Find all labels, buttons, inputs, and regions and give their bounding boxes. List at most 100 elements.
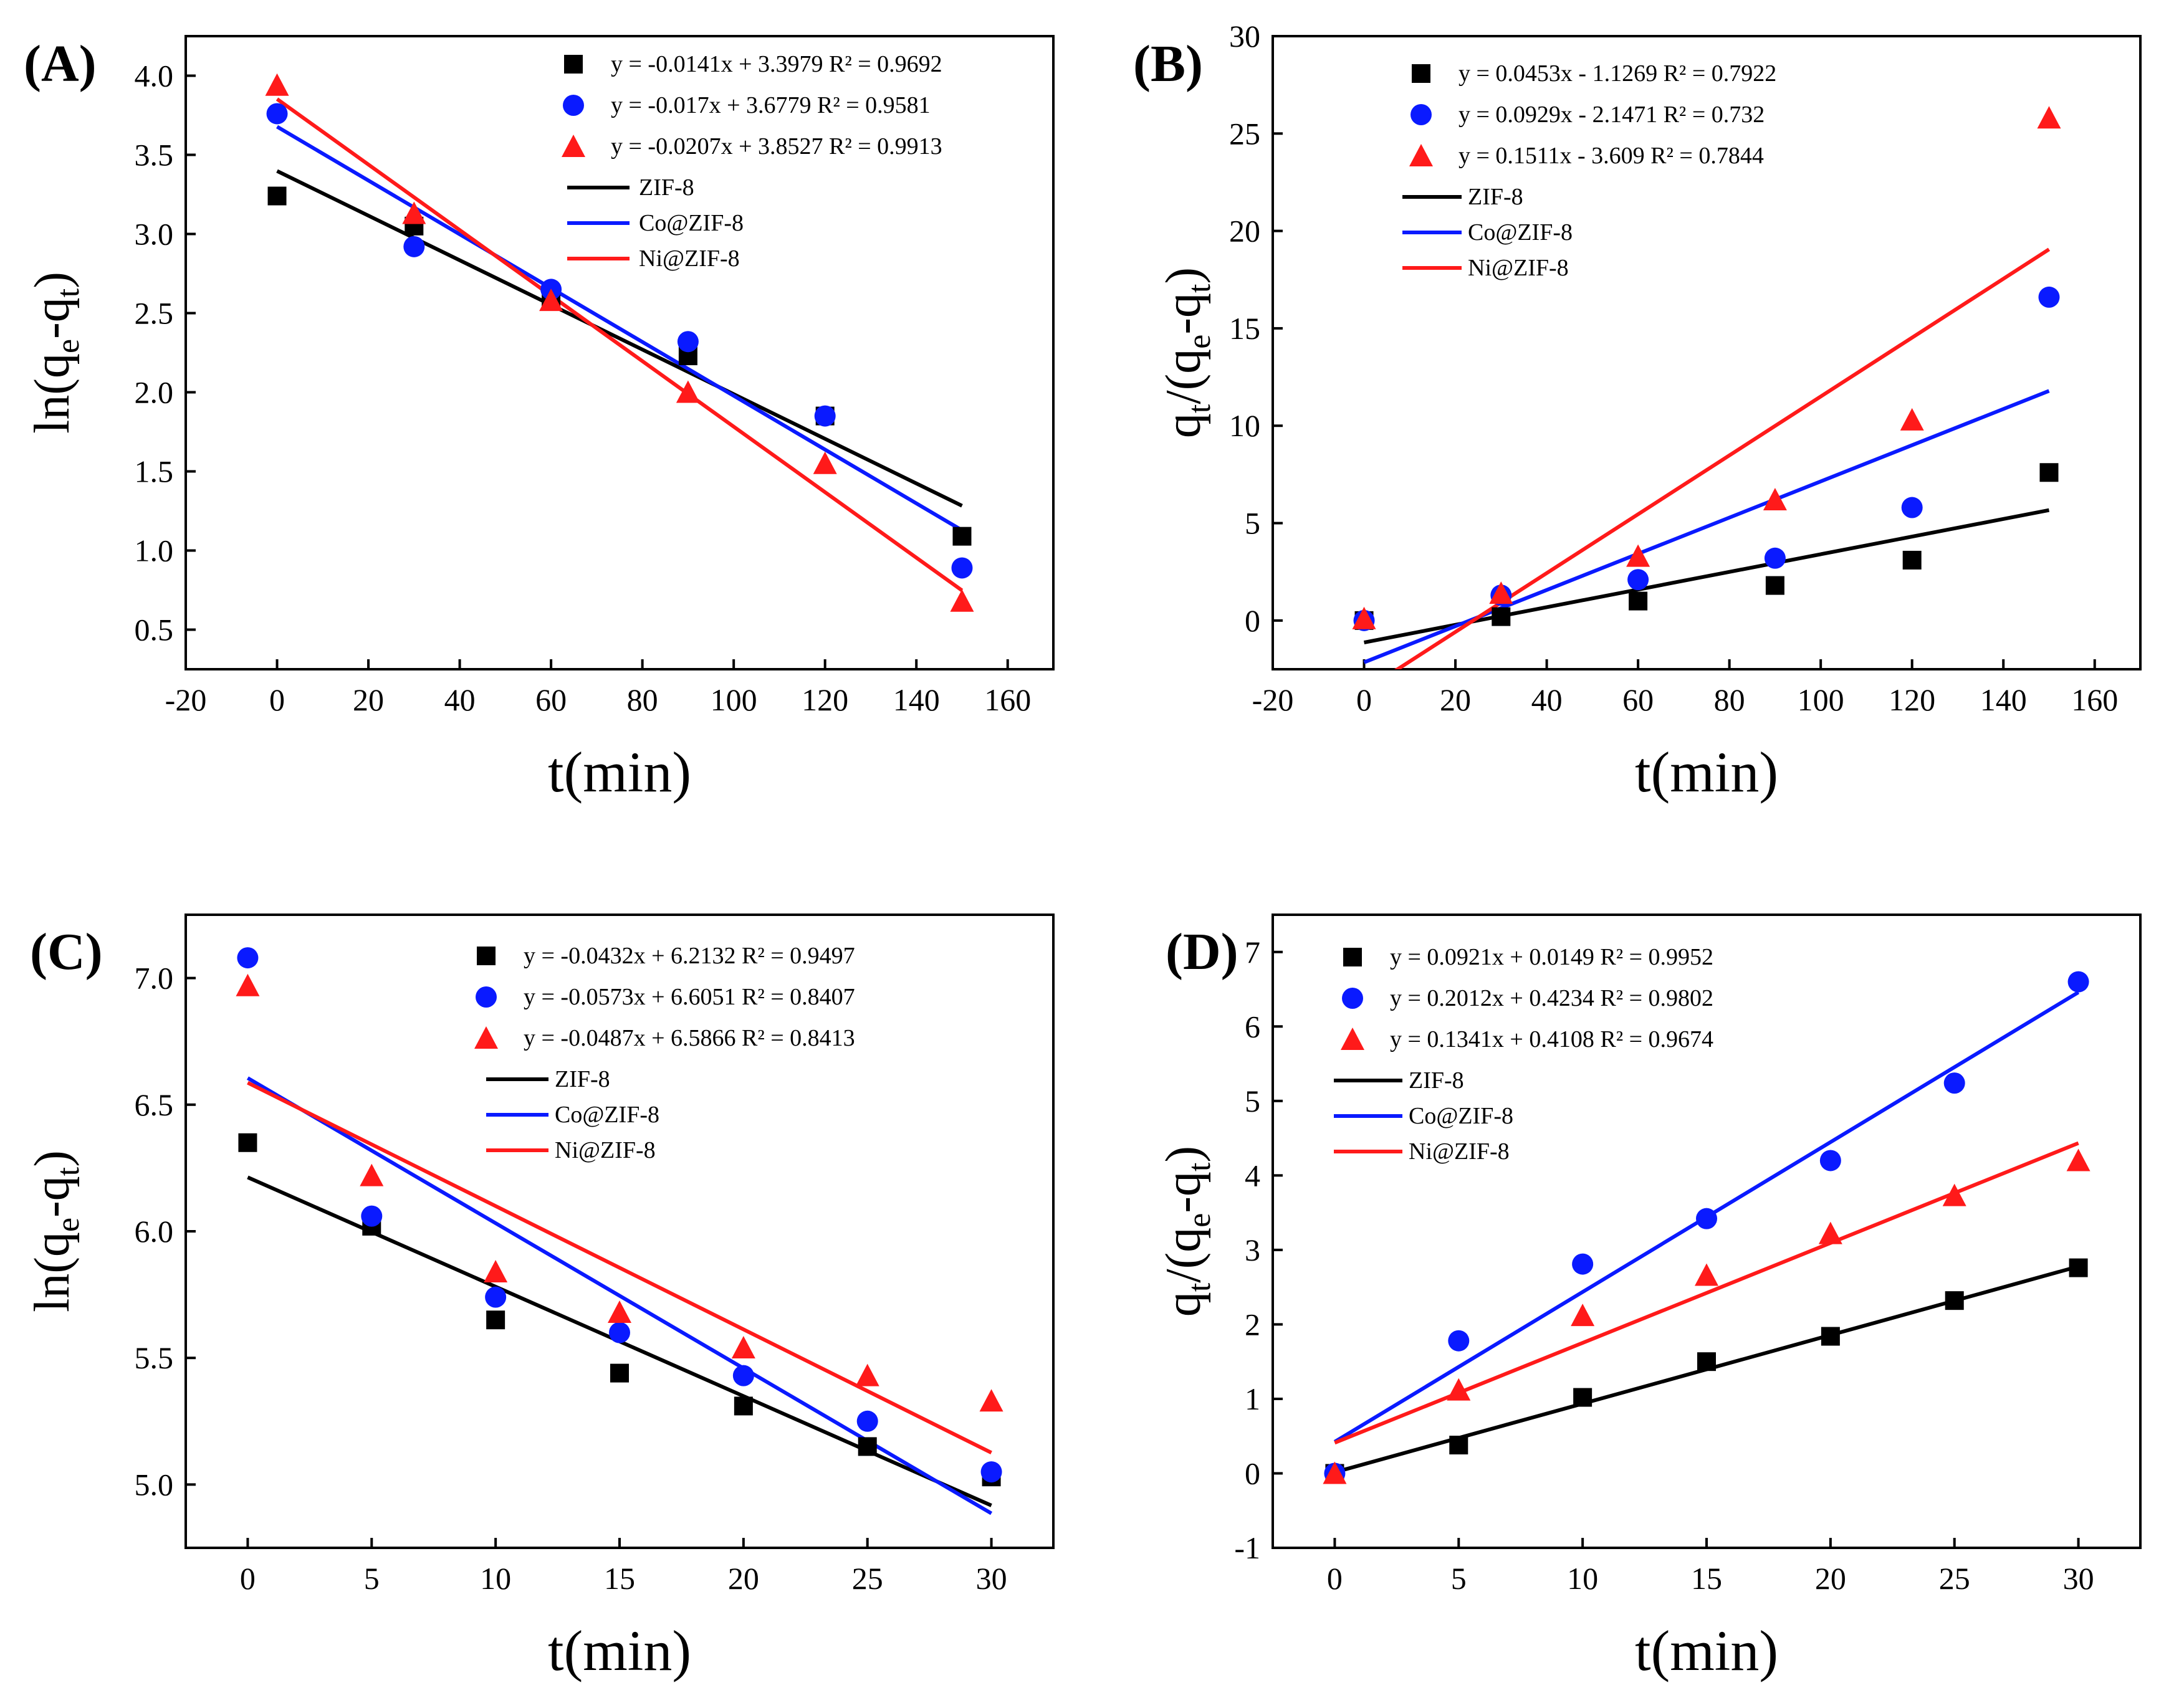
data-point-co-zif-8 xyxy=(1448,1330,1470,1352)
x-tick-label: 30 xyxy=(2063,1561,2094,1596)
x-tick-label: 160 xyxy=(2071,682,2118,717)
data-point-co-zif-8 xyxy=(485,1286,507,1308)
fit-line-ni-zif-8 xyxy=(1334,1141,2079,1445)
legend-line-label: Co@ZIF-8 xyxy=(639,210,744,236)
x-tick-label: 10 xyxy=(480,1561,511,1596)
y-tick-label: 2.5 xyxy=(135,296,174,331)
data-point-ni-zif-8 xyxy=(731,1335,755,1358)
legend-line-label: ZIF-8 xyxy=(555,1066,610,1092)
legend-marker xyxy=(563,95,584,116)
panel-label: (C) xyxy=(30,923,103,981)
data-point-co-zif-8 xyxy=(2038,286,2060,308)
y-tick-label: 3 xyxy=(1245,1233,1260,1267)
data-point-zif-8 xyxy=(1629,591,1648,611)
y-axis-title: ln(qe-qt) xyxy=(25,1150,86,1312)
x-tick-label: -20 xyxy=(165,682,207,717)
data-point-zif-8 xyxy=(1697,1352,1716,1371)
legend-marker xyxy=(1410,104,1432,125)
x-tick-label: 25 xyxy=(1939,1561,1970,1596)
y-tick-label: 0 xyxy=(1245,603,1260,638)
data-point-co-zif-8 xyxy=(677,331,699,353)
fit-lines xyxy=(1333,990,2080,1474)
legend-marker xyxy=(474,1026,498,1049)
x-tick-label: 0 xyxy=(269,682,285,717)
data-point-ni-zif-8 xyxy=(676,380,700,403)
data-point-ni-zif-8 xyxy=(1323,1461,1347,1484)
data-point-ni-zif-8 xyxy=(484,1260,508,1283)
panel-a: -20 0 20 40 60 80 100 120 140 160 0.5 1.0 1.5 2.0 2.5 3… xyxy=(24,35,1055,804)
legend-marker xyxy=(564,55,583,74)
data-point-ni-zif-8 xyxy=(265,73,289,96)
data-point-ni-zif-8 xyxy=(1763,488,1787,511)
legend-marker xyxy=(1412,64,1430,83)
x-tick-label: 80 xyxy=(627,682,658,717)
y-tick-label: 6 xyxy=(1245,1009,1260,1044)
data-point-zif-8 xyxy=(486,1310,505,1330)
data-point-zif-8 xyxy=(1765,576,1784,595)
x-axis-title: t(min) xyxy=(1635,1619,1778,1682)
legend-equation: y = -0.0573x + 6.6051 R² = 0.8407 xyxy=(524,984,855,1010)
data-point-co-zif-8 xyxy=(1696,1208,1717,1229)
legend-marker xyxy=(477,947,496,965)
legend-line-label: ZIF-8 xyxy=(1468,184,1523,210)
data-point-co-zif-8 xyxy=(1943,1072,1965,1094)
legend-equation: y = 0.1511x - 3.609 R² = 0.7844 xyxy=(1458,143,1764,169)
legend-equation: y = -0.0141x + 3.3979 R² = 0.9692 xyxy=(611,51,942,77)
y-tick-label: 0 xyxy=(1245,1456,1260,1491)
legend-line-label: Ni@ZIF-8 xyxy=(639,246,740,272)
x-axis-title: t(min) xyxy=(548,740,691,804)
legend-line-label: Co@ZIF-8 xyxy=(1468,219,1573,246)
data-point-co-zif-8 xyxy=(732,1365,754,1386)
x-tick-label: 100 xyxy=(711,682,757,717)
x-tick-label: 5 xyxy=(1451,1561,1467,1596)
legend-marker xyxy=(562,135,585,157)
x-axis-title: t(min) xyxy=(548,1619,691,1682)
y-tick-label: 3.5 xyxy=(135,138,174,173)
fit-line-zif-8 xyxy=(276,169,963,508)
y-tick-label: 1.0 xyxy=(135,533,174,568)
data-point-zif-8 xyxy=(238,1133,257,1152)
data-point-ni-zif-8 xyxy=(1626,544,1650,567)
data-point-zif-8 xyxy=(952,527,972,546)
legend-line-label: Co@ZIF-8 xyxy=(1409,1103,1513,1129)
x-tick-label: 20 xyxy=(728,1561,759,1596)
data-point-co-zif-8 xyxy=(609,1322,630,1343)
fit-line-co-zif-8 xyxy=(1363,389,2050,664)
data-point-ni-zif-8 xyxy=(1818,1221,1842,1244)
data-point-co-zif-8 xyxy=(2067,971,2089,993)
legend-equation: y = 0.0929x - 2.1471 R² = 0.732 xyxy=(1458,102,1765,128)
legend-equation: y = -0.017x + 3.6779 R² = 0.9581 xyxy=(611,92,931,118)
data-point-zif-8 xyxy=(1449,1436,1468,1455)
data-point-co-zif-8 xyxy=(1572,1253,1594,1275)
legend-equation: y = 0.1341x + 0.4108 R² = 0.9674 xyxy=(1390,1026,1713,1052)
data-point-co-zif-8 xyxy=(951,557,973,579)
data-point-ni-zif-8 xyxy=(2066,1148,2091,1171)
y-axis-title: ln(qe-qt) xyxy=(25,272,86,434)
fit-lines xyxy=(275,97,964,593)
data-point-zif-8 xyxy=(267,186,287,206)
y-tick-label: 5.0 xyxy=(135,1467,174,1502)
data-point-zif-8 xyxy=(2039,463,2059,482)
data-point-zif-8 xyxy=(2069,1258,2088,1277)
panel-label: (B) xyxy=(1133,35,1203,93)
x-tick-label: 20 xyxy=(1440,682,1471,717)
x-tick-label: 0 xyxy=(240,1561,256,1596)
x-tick-label: 0 xyxy=(1327,1561,1343,1596)
data-point-ni-zif-8 xyxy=(855,1363,879,1386)
y-tick-label: 5 xyxy=(1245,506,1260,541)
y-tick-label: 15 xyxy=(1229,311,1260,346)
plot-frame xyxy=(184,35,1055,670)
data-point-ni-zif-8 xyxy=(979,1389,1003,1412)
y-tick-label: 10 xyxy=(1229,408,1260,443)
x-tick-label: 60 xyxy=(1622,682,1654,717)
x-tick-label: 20 xyxy=(353,682,384,717)
fit-line-zif-8 xyxy=(1363,508,2050,645)
y-tick-label: 30 xyxy=(1229,19,1260,54)
y-tick-label: 5 xyxy=(1245,1084,1260,1119)
data-point-zif-8 xyxy=(610,1363,629,1383)
data-point-zif-8 xyxy=(1902,550,1922,570)
data-point-zif-8 xyxy=(734,1396,753,1416)
data-point-ni-zif-8 xyxy=(402,201,426,224)
data-point-zif-8 xyxy=(858,1437,877,1456)
